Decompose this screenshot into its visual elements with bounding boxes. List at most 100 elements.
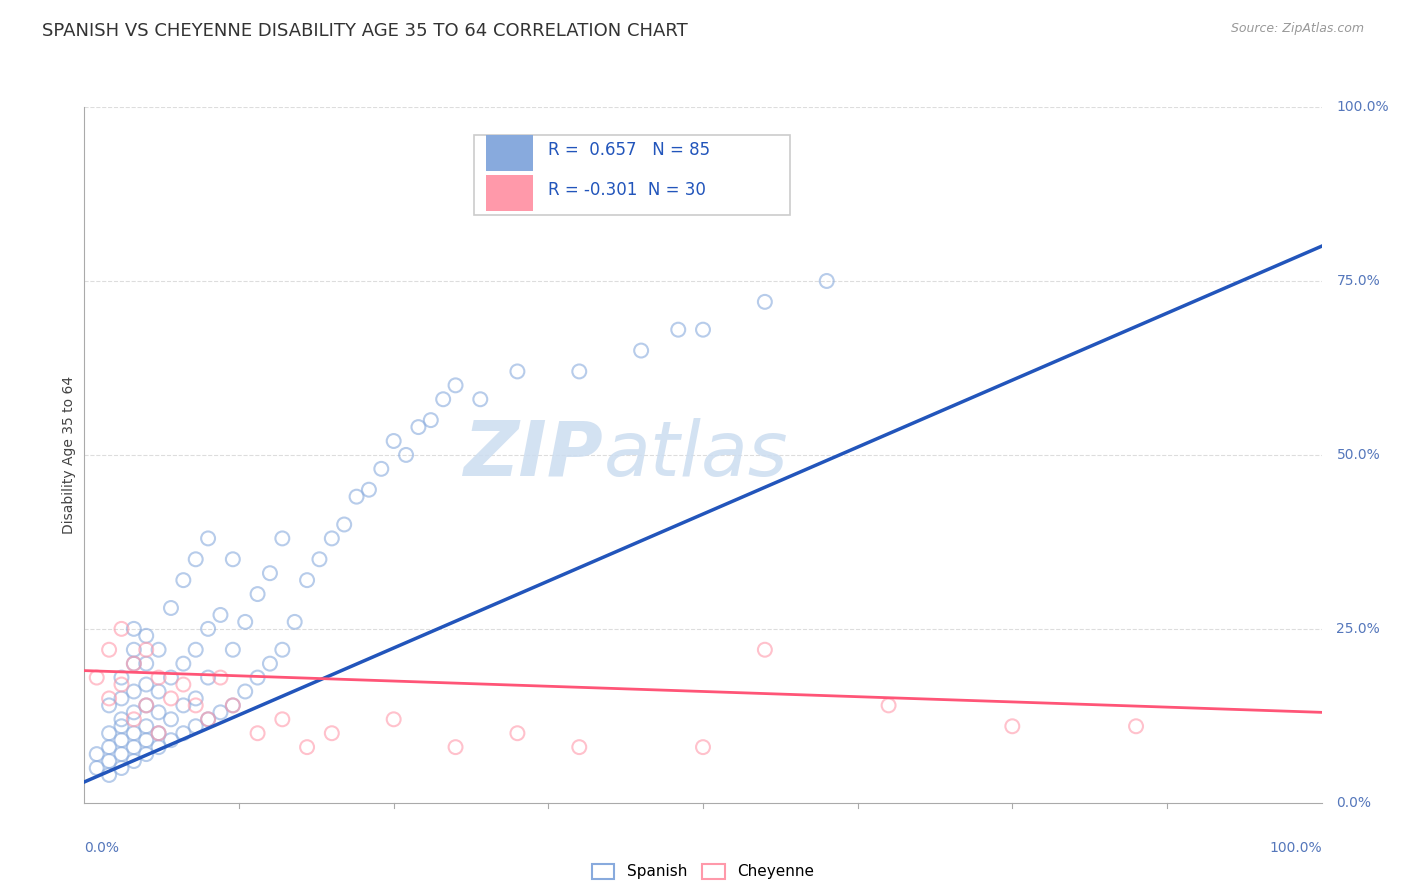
Text: 0.0%: 0.0% [1337,796,1371,810]
Point [1125,719,1147,733]
Point [222,552,245,566]
Point [271,712,294,726]
Point [1001,719,1024,733]
Point [444,378,467,392]
Point [692,323,714,337]
Point [122,740,145,755]
Text: 50.0%: 50.0% [1337,448,1381,462]
Point [209,671,232,685]
Point [666,323,689,337]
Point [98,691,121,706]
Point [110,677,132,691]
Point [222,698,245,713]
Point [197,712,219,726]
Point [160,712,183,726]
Point [148,671,170,685]
Text: 75.0%: 75.0% [1337,274,1381,288]
Point [122,622,145,636]
Point [395,448,418,462]
Text: atlas: atlas [605,418,789,491]
Point [148,706,170,720]
Point [86,747,108,761]
Point [233,615,256,629]
Legend: Spanish, Cheyenne: Spanish, Cheyenne [585,857,821,886]
Point [184,642,207,657]
Point [321,532,343,546]
Point [98,740,121,755]
Point [135,677,157,691]
Point [98,726,121,740]
Point [754,294,776,309]
Point [568,364,591,378]
Text: 25.0%: 25.0% [1337,622,1381,636]
Point [568,740,591,755]
Point [222,642,245,657]
Point [754,642,776,657]
Point [184,552,207,566]
Point [877,698,900,713]
Point [172,698,194,713]
Point [148,642,170,657]
Point [148,726,170,740]
Point [295,573,318,587]
Point [370,462,392,476]
Point [110,671,132,685]
Point [110,622,132,636]
FancyBboxPatch shape [474,135,790,215]
Point [209,607,232,622]
Point [98,698,121,713]
Point [197,712,219,726]
Point [135,698,157,713]
Point [135,698,157,713]
Point [321,726,343,740]
Point [692,740,714,755]
Point [259,657,281,671]
Point [408,420,430,434]
Point [122,657,145,671]
Point [382,712,405,726]
Point [506,726,529,740]
Point [419,413,441,427]
Point [98,768,121,782]
Point [110,761,132,775]
Point [184,719,207,733]
Point [110,733,132,747]
Point [197,671,219,685]
Point [209,706,232,720]
Point [470,392,492,407]
Point [135,747,157,761]
Point [222,698,245,713]
Point [110,719,132,733]
Text: 0.0%: 0.0% [84,841,120,855]
Point [122,657,145,671]
Text: 100.0%: 100.0% [1270,841,1322,855]
Text: ZIP: ZIP [464,418,605,491]
Point [148,740,170,755]
Point [197,622,219,636]
Point [432,392,454,407]
Point [160,733,183,747]
Point [233,684,256,698]
Point [172,677,194,691]
Point [122,712,145,726]
Point [382,434,405,448]
FancyBboxPatch shape [486,135,533,171]
Point [135,657,157,671]
Y-axis label: Disability Age 35 to 64: Disability Age 35 to 64 [62,376,76,534]
Point [122,706,145,720]
Point [122,726,145,740]
Point [110,747,132,761]
Point [271,532,294,546]
Point [184,698,207,713]
Point [160,671,183,685]
Text: R = -0.301  N = 30: R = -0.301 N = 30 [548,181,706,199]
Point [86,671,108,685]
Point [333,517,356,532]
Point [122,684,145,698]
Point [172,657,194,671]
Point [815,274,838,288]
Point [98,642,121,657]
Point [148,726,170,740]
Text: 100.0%: 100.0% [1337,100,1389,114]
Point [295,740,318,755]
